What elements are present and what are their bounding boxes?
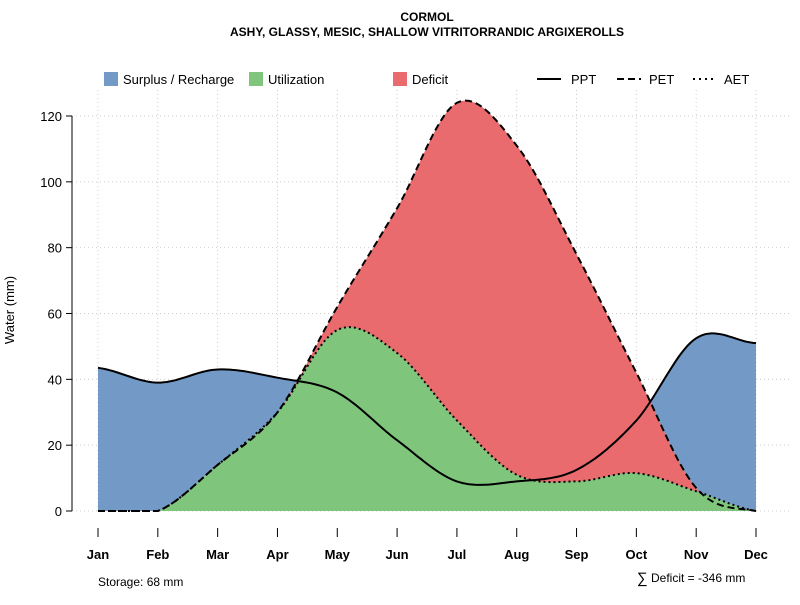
y-tick-label: 40	[48, 372, 62, 387]
legend-label-aet: AET	[724, 72, 749, 87]
legend-label-deficit: Deficit	[412, 72, 449, 87]
pet-line	[98, 99, 757, 512]
sigma-symbol: ∑	[637, 570, 648, 587]
legend-label-pet: PET	[649, 72, 674, 87]
legend-swatch-deficit	[393, 72, 407, 86]
y-axis-label: Water (mm)	[2, 276, 17, 344]
utilization-area	[98, 327, 756, 511]
x-tick-label-sep: Sep	[565, 547, 589, 562]
y-tick-label: 100	[40, 175, 62, 190]
y-tick-label: 0	[55, 504, 62, 519]
legend-label-utilization: Utilization	[268, 72, 324, 87]
storage-annotation: Storage: 68 mm	[98, 575, 183, 589]
x-tick-label-apr: Apr	[266, 547, 288, 562]
axes: 0 20 40 60 80 100 120 Jan Feb Mar Apr May Jun Jul Aug S…	[40, 109, 768, 562]
areas	[98, 100, 756, 511]
x-tick-label-mar: Mar	[206, 547, 229, 562]
legend-swatch-surplus	[104, 72, 118, 86]
x-tick-label-jan: Jan	[87, 547, 109, 562]
x-tick-label-feb: Feb	[146, 547, 169, 562]
x-tick-label-aug: Aug	[504, 547, 529, 562]
legend-label-ppt: PPT	[571, 72, 596, 87]
y-tick-label: 60	[48, 307, 62, 322]
x-tick-label-jul: Jul	[448, 547, 467, 562]
deficit-annotation: Deficit = -346 mm	[651, 571, 745, 585]
series-lines	[97, 99, 757, 512]
legend-label-surplus: Surplus / Recharge	[123, 72, 234, 87]
y-tick-label: 120	[40, 109, 62, 124]
legend-swatch-utilization	[249, 72, 263, 86]
ppt-line	[97, 332, 757, 486]
chart-title: CORMOL	[400, 10, 453, 24]
x-tick-label-oct: Oct	[626, 547, 648, 562]
x-tick-label-may: May	[325, 547, 351, 562]
y-tick-label: 80	[48, 241, 62, 256]
x-tick-label-dec: Dec	[744, 547, 768, 562]
y-tick-label: 20	[48, 438, 62, 453]
legend: Surplus / Recharge Utilization Deficit P…	[104, 72, 749, 87]
x-tick-label-jun: Jun	[386, 547, 409, 562]
x-tick-label-nov: Nov	[684, 547, 709, 562]
chart-subtitle: ASHY, GLASSY, MESIC, SHALLOW VITRITORRAN…	[230, 25, 624, 39]
deficit-area	[98, 100, 756, 511]
